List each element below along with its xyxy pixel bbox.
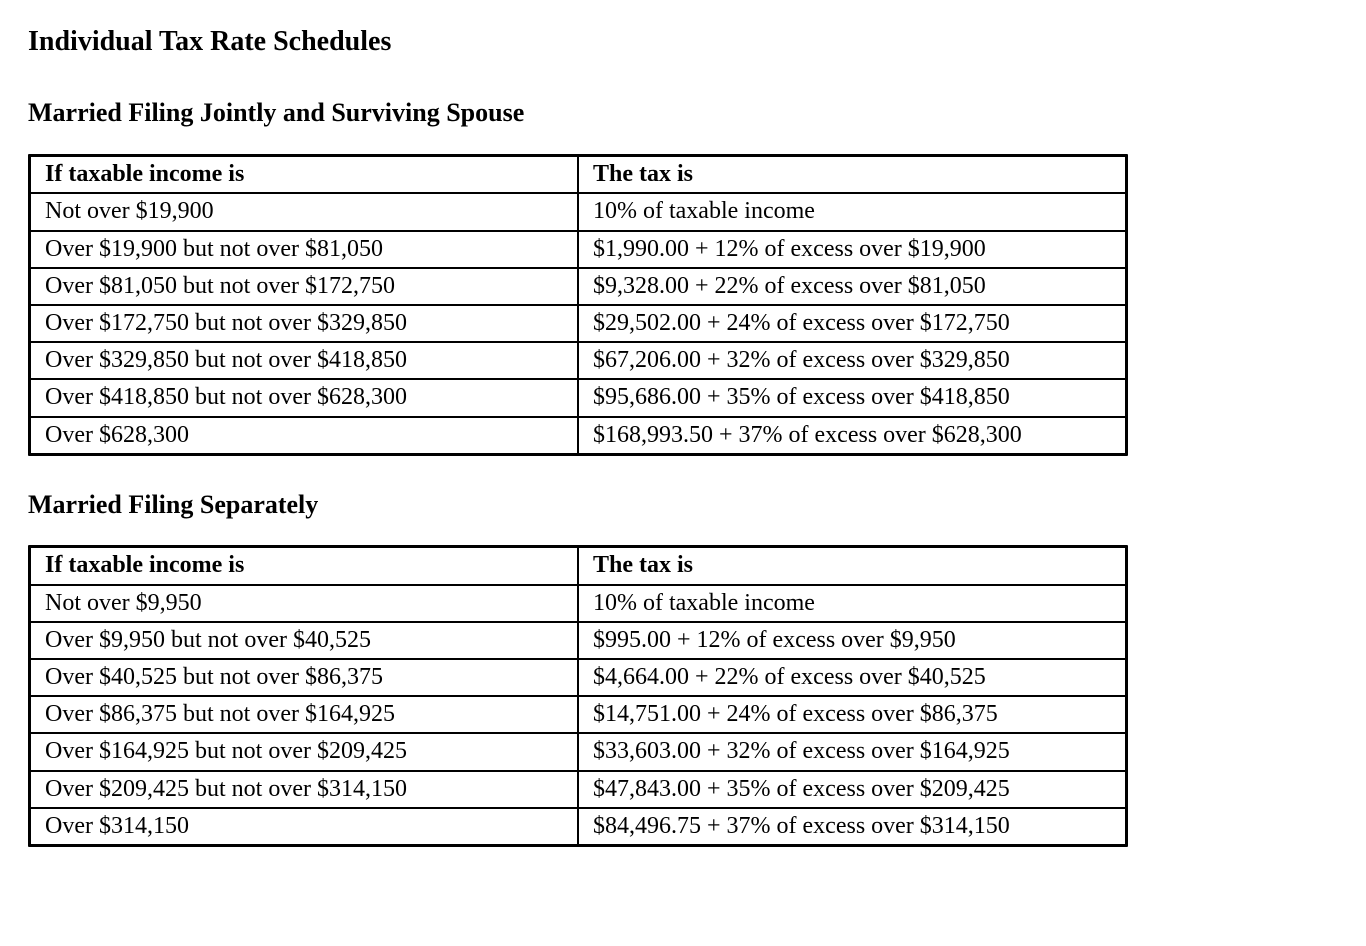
cell-tax: $168,993.50 + 37% of excess over $628,30… xyxy=(578,417,1126,454)
cell-income: Over $418,850 but not over $628,300 xyxy=(30,379,578,416)
table-row: Over $19,900 but not over $81,050$1,990.… xyxy=(30,231,1126,268)
table-row: Over $628,300$168,993.50 + 37% of excess… xyxy=(30,417,1126,454)
table-row: Over $164,925 but not over $209,425$33,6… xyxy=(30,733,1126,770)
table-row: Over $172,750 but not over $329,850$29,5… xyxy=(30,305,1126,342)
table-header-row: If taxable income is The tax is xyxy=(30,547,1126,584)
cell-income: Over $172,750 but not over $329,850 xyxy=(30,305,578,342)
cell-tax: $95,686.00 + 35% of excess over $418,850 xyxy=(578,379,1126,416)
cell-tax: $29,502.00 + 24% of excess over $172,750 xyxy=(578,305,1126,342)
cell-income: Over $164,925 but not over $209,425 xyxy=(30,733,578,770)
cell-tax: $14,751.00 + 24% of excess over $86,375 xyxy=(578,696,1126,733)
section-title-0: Married Filing Jointly and Surviving Spo… xyxy=(28,96,1338,130)
table-row: Not over $19,90010% of taxable income xyxy=(30,193,1126,230)
table-row: Over $40,525 but not over $86,375$4,664.… xyxy=(30,659,1126,696)
table-row: Over $86,375 but not over $164,925$14,75… xyxy=(30,696,1126,733)
cell-tax: $84,496.75 + 37% of excess over $314,150 xyxy=(578,808,1126,845)
tax-table-mfs: If taxable income is The tax is Not over… xyxy=(28,545,1128,847)
cell-income: Over $86,375 but not over $164,925 xyxy=(30,696,578,733)
cell-income: Over $314,150 xyxy=(30,808,578,845)
page-title: Individual Tax Rate Schedules xyxy=(28,24,1338,60)
tax-table-mfj: If taxable income is The tax is Not over… xyxy=(28,154,1128,456)
table-row: Over $9,950 but not over $40,525$995.00 … xyxy=(30,622,1126,659)
cell-income: Over $81,050 but not over $172,750 xyxy=(30,268,578,305)
table-row: Not over $9,95010% of taxable income xyxy=(30,585,1126,622)
cell-tax: $995.00 + 12% of excess over $9,950 xyxy=(578,622,1126,659)
table-row: Over $81,050 but not over $172,750$9,328… xyxy=(30,268,1126,305)
col-header-tax: The tax is xyxy=(578,156,1126,193)
col-header-income: If taxable income is xyxy=(30,547,578,584)
col-header-tax: The tax is xyxy=(578,547,1126,584)
table-row: Over $209,425 but not over $314,150$47,8… xyxy=(30,771,1126,808)
table-row: Over $329,850 but not over $418,850$67,2… xyxy=(30,342,1126,379)
cell-income: Not over $9,950 xyxy=(30,585,578,622)
section-title-1: Married Filing Separately xyxy=(28,488,1338,522)
cell-income: Over $329,850 but not over $418,850 xyxy=(30,342,578,379)
cell-income: Over $40,525 but not over $86,375 xyxy=(30,659,578,696)
cell-income: Over $19,900 but not over $81,050 xyxy=(30,231,578,268)
cell-income: Not over $19,900 xyxy=(30,193,578,230)
table-header-row: If taxable income is The tax is xyxy=(30,156,1126,193)
cell-income: Over $209,425 but not over $314,150 xyxy=(30,771,578,808)
cell-tax: 10% of taxable income xyxy=(578,585,1126,622)
cell-income: Over $9,950 but not over $40,525 xyxy=(30,622,578,659)
cell-tax: $67,206.00 + 32% of excess over $329,850 xyxy=(578,342,1126,379)
cell-tax: $33,603.00 + 32% of excess over $164,925 xyxy=(578,733,1126,770)
col-header-income: If taxable income is xyxy=(30,156,578,193)
cell-income: Over $628,300 xyxy=(30,417,578,454)
cell-tax: $9,328.00 + 22% of excess over $81,050 xyxy=(578,268,1126,305)
cell-tax: $47,843.00 + 35% of excess over $209,425 xyxy=(578,771,1126,808)
cell-tax: 10% of taxable income xyxy=(578,193,1126,230)
cell-tax: $4,664.00 + 22% of excess over $40,525 xyxy=(578,659,1126,696)
table-row: Over $418,850 but not over $628,300$95,6… xyxy=(30,379,1126,416)
table-row: Over $314,150$84,496.75 + 37% of excess … xyxy=(30,808,1126,845)
cell-tax: $1,990.00 + 12% of excess over $19,900 xyxy=(578,231,1126,268)
